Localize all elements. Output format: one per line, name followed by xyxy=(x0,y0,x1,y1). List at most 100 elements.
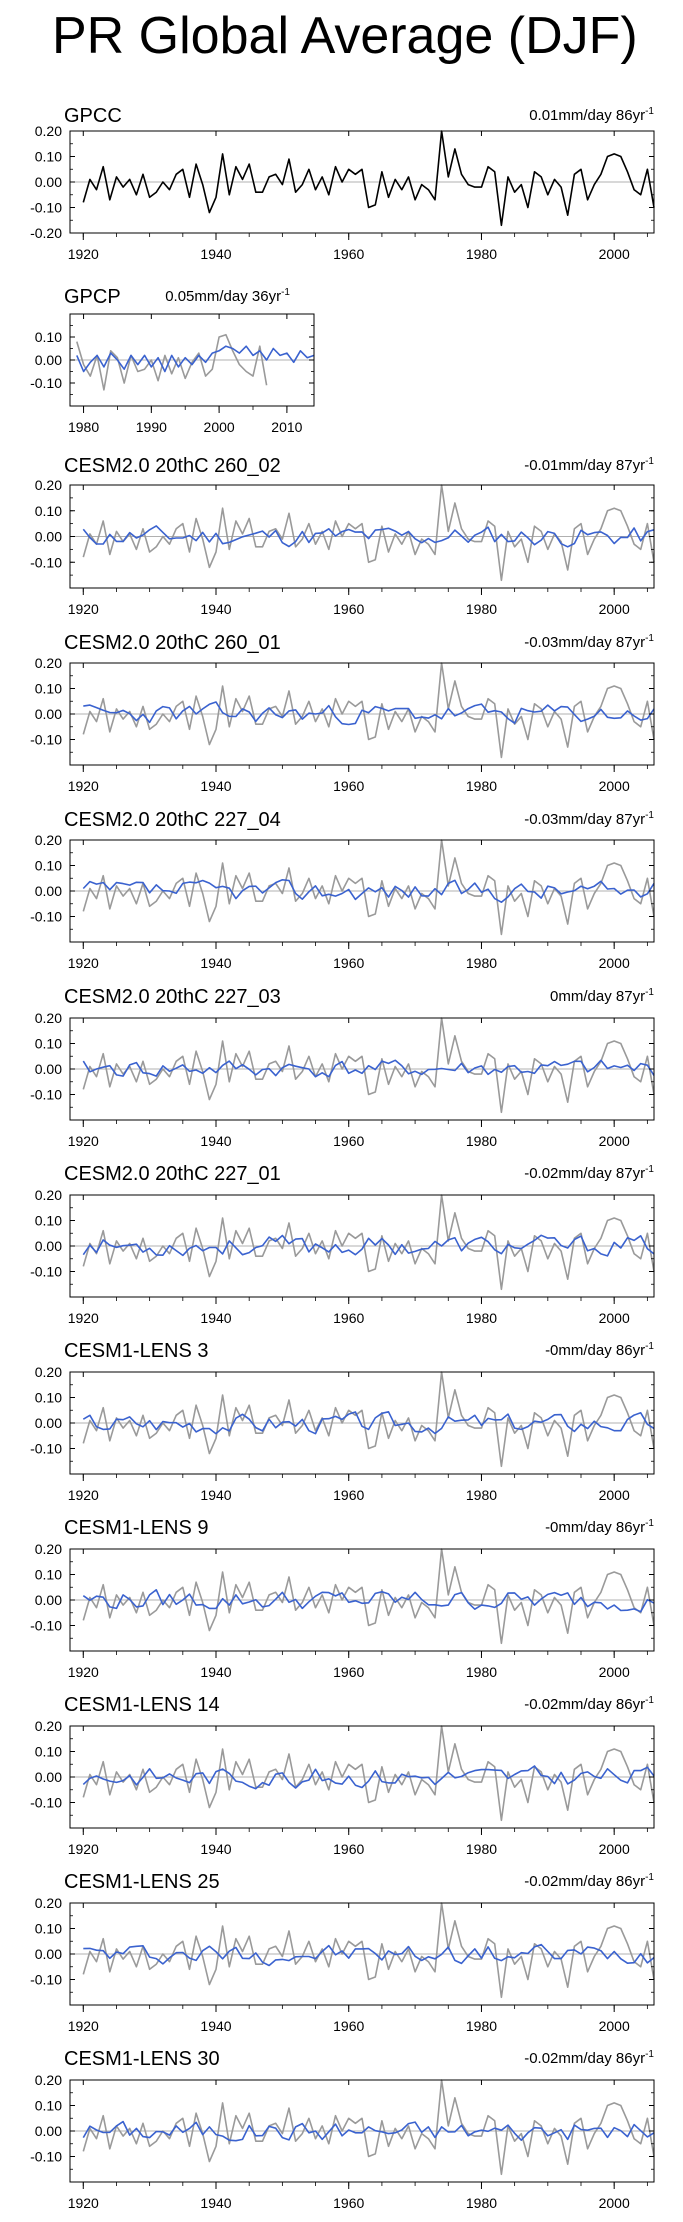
x-tick-label: 1960 xyxy=(333,2195,364,2211)
y-tick-label: 0.10 xyxy=(35,1567,62,1583)
y-tick-label: 0.00 xyxy=(35,2123,62,2139)
trend-superscript: -1 xyxy=(645,1695,654,1706)
chart-panel-6: CESM2.0 20thC 227_03 0mm/day 87yr-1 0.20 0.… xyxy=(30,986,655,1149)
x-tick-label: 2000 xyxy=(599,1133,630,1149)
y-tick-label: -0.10 xyxy=(30,1441,62,1457)
x-tick-label: 2000 xyxy=(204,419,235,435)
y-tick-label: -0.10 xyxy=(30,732,62,748)
chart-title: CESM1-LENS 9 xyxy=(64,1517,209,1539)
x-tick-label: 1940 xyxy=(200,955,231,971)
x-tick-label: 2000 xyxy=(599,2195,630,2211)
series-line-overlay xyxy=(82,1017,655,1114)
y-tick-label: 0.10 xyxy=(35,1390,62,1406)
y-tick-label: 0.00 xyxy=(35,1238,62,1254)
series-line-model xyxy=(82,1234,655,1257)
y-tick-label: 0.10 xyxy=(35,858,62,874)
x-tick-label: 2010 xyxy=(271,419,302,435)
y-tick-label: 0.20 xyxy=(35,1895,62,1911)
x-tick-label: 1980 xyxy=(466,601,497,617)
y-tick-label: 0.10 xyxy=(35,1213,62,1229)
y-tick-label: -0.10 xyxy=(30,1264,62,1280)
x-tick-label: 1920 xyxy=(68,2018,99,2034)
y-tick-label: 0.00 xyxy=(35,1769,62,1785)
trend-superscript: -1 xyxy=(645,1341,654,1352)
trend-superscript: -1 xyxy=(645,987,654,998)
x-tick-label: 1940 xyxy=(200,601,231,617)
x-tick-label: 1960 xyxy=(333,1487,364,1503)
trend-superscript: -1 xyxy=(645,810,654,821)
x-tick-label: 1920 xyxy=(68,1487,99,1503)
y-tick-label: -0.10 xyxy=(30,1087,62,1103)
y-tick-label: -0.10 xyxy=(30,1618,62,1634)
y-tick-label: 0.10 xyxy=(35,2098,62,2114)
y-tick-label: -0.10 xyxy=(30,2149,62,2165)
x-tick-label: 1960 xyxy=(333,246,364,262)
chart-title: CESM1-LENS 30 xyxy=(64,2048,220,2070)
trend-label: 0.01mm/day 86yr-1 xyxy=(529,106,654,124)
y-tick-label: 0.20 xyxy=(35,1718,62,1734)
y-tick-label: 0.20 xyxy=(35,1364,62,1380)
x-tick-label: 2000 xyxy=(599,601,630,617)
x-tick-label: 2000 xyxy=(599,1310,630,1326)
y-tick-label: 0.10 xyxy=(35,1036,62,1052)
chart-panel-3: CESM2.0 20thC 260_02 -0.01mm/day 87yr-1 0.… xyxy=(30,455,655,617)
x-tick-label: 1960 xyxy=(333,1664,364,1680)
x-tick-label: 2000 xyxy=(599,2018,630,2034)
y-tick-label: 0.00 xyxy=(35,706,62,722)
y-tick-label: 0.20 xyxy=(35,832,62,848)
y-tick-label: 0.00 xyxy=(35,1592,62,1608)
trend-superscript: -1 xyxy=(645,1164,654,1175)
series-line-model xyxy=(82,1411,655,1435)
x-tick-label: 1980 xyxy=(466,1310,497,1326)
y-tick-label: 0.00 xyxy=(35,529,62,545)
chart-panel-10: CESM1-LENS 14 -0.02mm/day 86yr-1 0.20 0.10 0… xyxy=(30,1694,655,1857)
x-tick-label: 1920 xyxy=(68,1841,99,1857)
x-tick-label: 1960 xyxy=(333,1841,364,1857)
y-tick-label: 0.10 xyxy=(35,503,62,519)
x-tick-label: 1920 xyxy=(68,601,99,617)
chart-panel-9: CESM1-LENS 9 -0mm/day 86yr-1 0.20 0.10 0.00 -… xyxy=(30,1517,655,1680)
series-line-model xyxy=(82,1765,655,1790)
page-title: PR Global Average (DJF) xyxy=(52,7,638,65)
chart-panel-11: CESM1-LENS 25 -0.02mm/day 86yr-1 0.20 0.10 0… xyxy=(30,1871,655,2034)
x-tick-label: 1960 xyxy=(333,778,364,794)
x-tick-label: 1980 xyxy=(466,1664,497,1680)
x-tick-label: 1980 xyxy=(466,778,497,794)
y-tick-label: 0.20 xyxy=(35,1541,62,1557)
y-tick-label: -0.10 xyxy=(30,554,62,570)
series-line-model xyxy=(83,701,655,726)
chart-title: GPCP xyxy=(64,286,121,308)
x-tick-label: 1920 xyxy=(68,1133,99,1149)
trend-label: 0mm/day 87yr-1 xyxy=(550,987,654,1005)
y-tick-label: 0.20 xyxy=(35,1187,62,1203)
series-line-model xyxy=(82,1059,655,1078)
x-tick-label: 2000 xyxy=(599,1664,630,1680)
x-tick-label: 1920 xyxy=(68,246,99,262)
series-line-overlay xyxy=(82,839,655,936)
y-tick-label: 0.10 xyxy=(35,681,62,697)
series-line-overlay xyxy=(82,484,655,582)
y-tick-label: -0.20 xyxy=(30,225,62,241)
chart-panel-1: GPCC 0.01mm/day 86yr-1 0.20 0.10 0.00 -0.10 -0… xyxy=(30,105,655,262)
series-line-overlay xyxy=(82,1902,655,1999)
trend-superscript: -1 xyxy=(645,456,654,467)
chart-panel-7: CESM2.0 20thC 227_01 -0.02mm/day 87yr-1 0.… xyxy=(30,1163,655,1326)
y-tick-label: -0.10 xyxy=(30,200,62,216)
x-tick-label: 1960 xyxy=(333,1310,364,1326)
chart-title: CESM2.0 20thC 260_02 xyxy=(64,455,281,477)
trend-label: -0.03mm/day 87yr-1 xyxy=(524,633,654,651)
x-tick-label: 1990 xyxy=(136,419,167,435)
y-tick-label: -0.10 xyxy=(30,375,62,391)
y-tick-label: 0.20 xyxy=(35,123,62,139)
x-tick-label: 1960 xyxy=(333,601,364,617)
y-tick-label: 0.20 xyxy=(35,477,62,493)
trend-superscript: -1 xyxy=(645,106,654,117)
x-tick-label: 1940 xyxy=(200,1487,231,1503)
y-tick-label: 0.00 xyxy=(35,883,62,899)
x-tick-label: 1920 xyxy=(68,955,99,971)
series-line-model xyxy=(83,1943,655,1967)
x-tick-label: 1980 xyxy=(466,1133,497,1149)
trend-label: 0.05mm/day 36yr-1 xyxy=(165,287,290,305)
x-tick-label: 2000 xyxy=(599,1487,630,1503)
